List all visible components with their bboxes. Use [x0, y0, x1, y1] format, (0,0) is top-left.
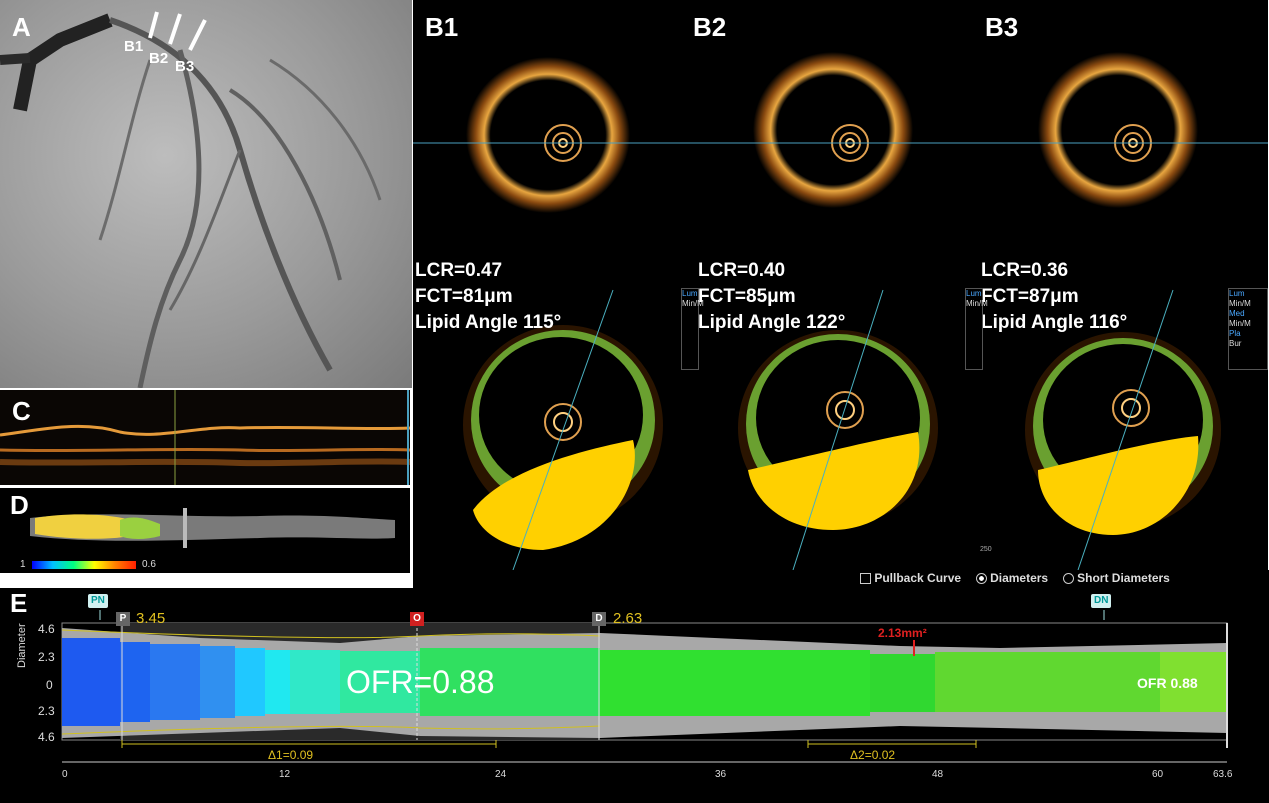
x-tick: 48: [932, 769, 944, 780]
scale-text: 250: [980, 546, 992, 553]
fct-value: FCT=87μm: [981, 286, 1079, 307]
oct-raw-b2: [753, 52, 913, 208]
scale-min-label: 1: [20, 559, 26, 570]
diameter-chart: [61, 610, 1228, 763]
proximal-marker[interactable]: P: [116, 612, 130, 626]
lumen-color-band: [62, 638, 1227, 726]
distal-normal-flag[interactable]: DN: [1091, 594, 1112, 608]
frame-b3-metrics: LCR=0.36 FCT=87μm Lipid Angle 116°: [981, 258, 1127, 336]
ofr-diameter-panel: E: [0, 588, 1269, 803]
x-tick: 12: [279, 769, 291, 780]
pullback-curve-option[interactable]: Pullback Curve: [874, 571, 962, 585]
y-tick: 0: [46, 678, 53, 692]
frame-b1-label: B1: [425, 12, 459, 42]
obstruction-marker[interactable]: O: [410, 612, 424, 626]
longitudinal-oct-panel: C: [0, 390, 410, 485]
frame-b2-metrics: LCR=0.40 FCT=85μm Lipid Angle 122°: [698, 258, 845, 336]
3d-lumen-image: [30, 508, 395, 548]
angiogram-image: [0, 11, 382, 388]
proximal-normal-flag[interactable]: PN: [88, 594, 108, 608]
angiogram-panel: A B1 B2 B3: [0, 0, 412, 388]
fct-value: FCT=85μm: [698, 286, 796, 307]
radio-selected-icon[interactable]: [975, 573, 987, 585]
measurement-legend-b2: Lum Min/M: [965, 288, 988, 370]
fct-value: FCT=81μm: [415, 286, 513, 307]
lipid-angle-value: Lipid Angle 122°: [698, 312, 846, 333]
view-options: Pullback Curve Diameters Short Diameters: [860, 571, 1170, 585]
short-diameters-option[interactable]: Short Diameters: [1077, 571, 1170, 585]
x-tick: 0: [62, 769, 68, 780]
measurement-legend-b3: Lum Min/M Med Min/M Pla Bur: [1228, 288, 1268, 370]
panel-e-label: E: [10, 588, 28, 618]
panel-a-label: A: [12, 12, 31, 42]
lcr-value: LCR=0.36: [981, 260, 1069, 281]
x-tick: 24: [495, 769, 507, 780]
oct-annotated-b1: [463, 289, 663, 570]
ofr-end-value: OFR 0.88: [1137, 675, 1198, 691]
oct-annotated-b3: [1025, 289, 1221, 570]
proximal-value: 3.45: [136, 610, 166, 627]
distal-value: 2.63: [613, 610, 643, 627]
y-tick: 2.3: [38, 650, 55, 664]
x-tick: 36: [715, 769, 727, 780]
delta1-label: Δ1=0.09: [268, 748, 314, 762]
y-tick: 4.6: [38, 730, 55, 744]
y-tick: 2.3: [38, 704, 55, 718]
minimal-area-annotation: 2.13mm²: [878, 626, 927, 640]
scale-max-label: 0.6: [142, 559, 156, 570]
lipid-angle-value: Lipid Angle 115°: [415, 312, 562, 333]
x-tick: 63.6: [1213, 769, 1233, 780]
color-scale-bar: [32, 561, 136, 569]
oct-raw-b1: [466, 57, 630, 213]
ofr-main-value: OFR=0.88: [346, 664, 495, 700]
radio-icon[interactable]: [1062, 573, 1074, 585]
oct-annotated-b2: [738, 289, 938, 570]
oct-raw-b3: [1038, 52, 1198, 208]
lipid-angle-value: Lipid Angle 116°: [981, 312, 1128, 333]
measurement-legend-b1: Lum Min/M: [681, 288, 704, 370]
delta2-label: Δ2=0.02: [850, 748, 896, 762]
y-axis-label: Diameter: [16, 623, 28, 668]
y-tick: 4.6: [38, 622, 55, 636]
3d-lumen-panel: D 1 0.6: [0, 488, 410, 573]
options-strip: [413, 570, 1269, 588]
panel-d-label: D: [10, 490, 29, 520]
frame-b3-label: B3: [985, 12, 1019, 42]
longitudinal-oct-image: [0, 390, 410, 485]
section-label-b2: B2: [149, 50, 169, 67]
lcr-value: LCR=0.47: [415, 260, 503, 281]
panel-c-label: C: [12, 396, 31, 426]
distal-marker[interactable]: D: [592, 612, 606, 626]
checkbox-icon[interactable]: [860, 573, 871, 585]
section-label-b1: B1: [124, 38, 144, 55]
oct-cross-section-panel: B1 B2 B3 LCR=0.47 FCT=81μm Lipid Angle 1…: [413, 0, 1268, 570]
lcr-value: LCR=0.40: [698, 260, 786, 281]
x-tick: 60: [1152, 769, 1164, 780]
oct-images: [413, 52, 1268, 570]
frame-b2-label: B2: [693, 12, 727, 42]
diameters-option[interactable]: Diameters: [990, 571, 1049, 585]
frame-b1-metrics: LCR=0.47 FCT=81μm Lipid Angle 115°: [415, 258, 561, 336]
section-label-b3: B3: [175, 58, 195, 75]
